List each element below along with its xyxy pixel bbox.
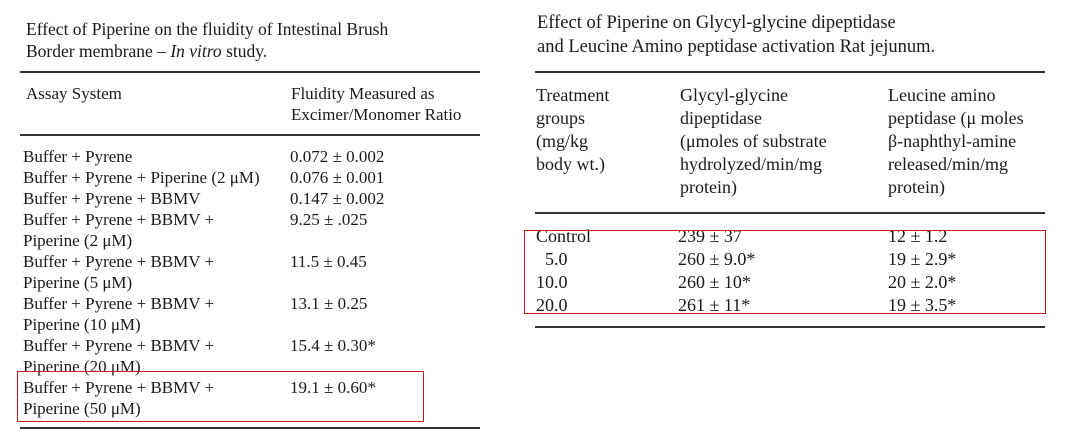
left-row-8-value: 19.1 ± 0.60* (290, 378, 376, 397)
left-row-5-value: 11.5 ± 0.45 (290, 252, 367, 271)
right-row-3-group: 10.0 (536, 272, 568, 292)
right-header-glycyl-line1: Glycyl-glycine (680, 85, 788, 105)
left-caption-end: study. (221, 41, 268, 61)
left-caption-line1: Effect of Piperine on the fluidity of In… (26, 19, 389, 39)
left-caption-italic: In vitro (170, 41, 222, 61)
right-row-4-group: 20.0 (536, 295, 568, 315)
left-caption-line2: Border membrane – In vitro study. (26, 40, 267, 62)
right-header-leucine-line2: peptidase (μ moles (888, 108, 1024, 128)
left-row-4-value: 9.25 ± .025 (290, 210, 368, 229)
right-header-rule (535, 212, 1045, 214)
right-header-treatment-line3: (mg/kg (536, 131, 588, 151)
left-row-8-system-line2: Piperine (50 μM) (23, 399, 141, 418)
left-row-2-value: 0.076 ± 0.001 (290, 168, 385, 187)
right-row-2-leucine: 19 ± 2.9* (888, 249, 957, 269)
left-header-rule (20, 134, 480, 136)
right-row-2-group: 5.0 (545, 249, 568, 269)
right-header-leucine-line1: Leucine amino (888, 85, 996, 105)
left-highlight-box (17, 371, 424, 422)
right-row-4-glycyl: 261 ± 11* (678, 295, 751, 315)
left-row-3-value: 0.147 ± 0.002 (290, 189, 385, 208)
left-row-7-system-line1: Buffer + Pyrene + BBMV + (23, 336, 215, 355)
right-header-glycyl-line2: dipeptidase (680, 108, 762, 128)
right-header-treatment-line1: Treatment (536, 85, 610, 105)
right-row-3-leucine: 20 ± 2.0* (888, 272, 957, 292)
left-row-4-system-line2: Piperine (2 μM) (23, 231, 133, 250)
right-caption-line1: Effect of Piperine on Glycyl-glycine dip… (537, 13, 896, 33)
left-row-8-system-line1: Buffer + Pyrene + BBMV + (23, 378, 215, 397)
left-row-2-system: Buffer + Pyrene + Piperine (2 μM) (23, 168, 260, 187)
right-header-glycyl-line4: hydrolyzed/min/mg (680, 154, 822, 174)
right-caption-line2: and Leucine Amino peptidase activation R… (537, 37, 936, 57)
right-row-1-group: Control (536, 226, 592, 246)
right-header-glycyl-line5: protein) (680, 177, 737, 197)
left-row-1-system: Buffer + Pyrene (23, 147, 133, 166)
right-bottom-rule (535, 326, 1045, 328)
left-row-7-value: 15.4 ± 0.30* (290, 336, 376, 355)
right-header-treatment-line4: body wt.) (536, 154, 605, 174)
left-row-5-system-line2: Piperine (5 μM) (23, 273, 133, 292)
right-row-4-leucine: 19 ± 3.5* (888, 295, 957, 315)
left-row-6-system-line1: Buffer + Pyrene + BBMV + (23, 294, 215, 313)
left-caption-text: Border membrane – (26, 41, 171, 61)
right-header-leucine-line5: protein) (888, 177, 945, 197)
left-header-assay-system: Assay System (26, 84, 122, 103)
left-row-1-value: 0.072 ± 0.002 (290, 147, 385, 166)
right-row-1-leucine: 12 ± 1.2 (888, 226, 948, 246)
left-row-6-system-line2: Piperine (10 μM) (23, 315, 141, 334)
left-bottom-rule (20, 427, 480, 429)
left-row-3-system: Buffer + Pyrene + BBMV (23, 189, 201, 208)
right-header-glycyl-line3: (μmoles of substrate (680, 131, 827, 151)
left-header-fluidity-line1: Fluidity Measured as (291, 84, 435, 103)
right-highlight-box (524, 230, 1046, 314)
right-row-3-glycyl: 260 ± 10* (678, 272, 751, 292)
right-top-rule (535, 71, 1045, 73)
right-header-treatment-line2: groups (536, 108, 585, 128)
left-row-4-system-line1: Buffer + Pyrene + BBMV + (23, 210, 215, 229)
right-header-leucine-line4: released/min/mg (888, 154, 1008, 174)
left-row-5-system-line1: Buffer + Pyrene + BBMV + (23, 252, 215, 271)
right-row-2-glycyl: 260 ± 9.0* (678, 249, 756, 269)
left-header-fluidity-line2: Excimer/Monomer Ratio (291, 105, 462, 124)
right-row-1-glycyl: 239 ± 37 (678, 226, 742, 246)
left-row-6-value: 13.1 ± 0.25 (290, 294, 368, 313)
left-top-rule (20, 71, 480, 73)
right-header-leucine-line3: β-naphthyl-amine (888, 131, 1017, 151)
